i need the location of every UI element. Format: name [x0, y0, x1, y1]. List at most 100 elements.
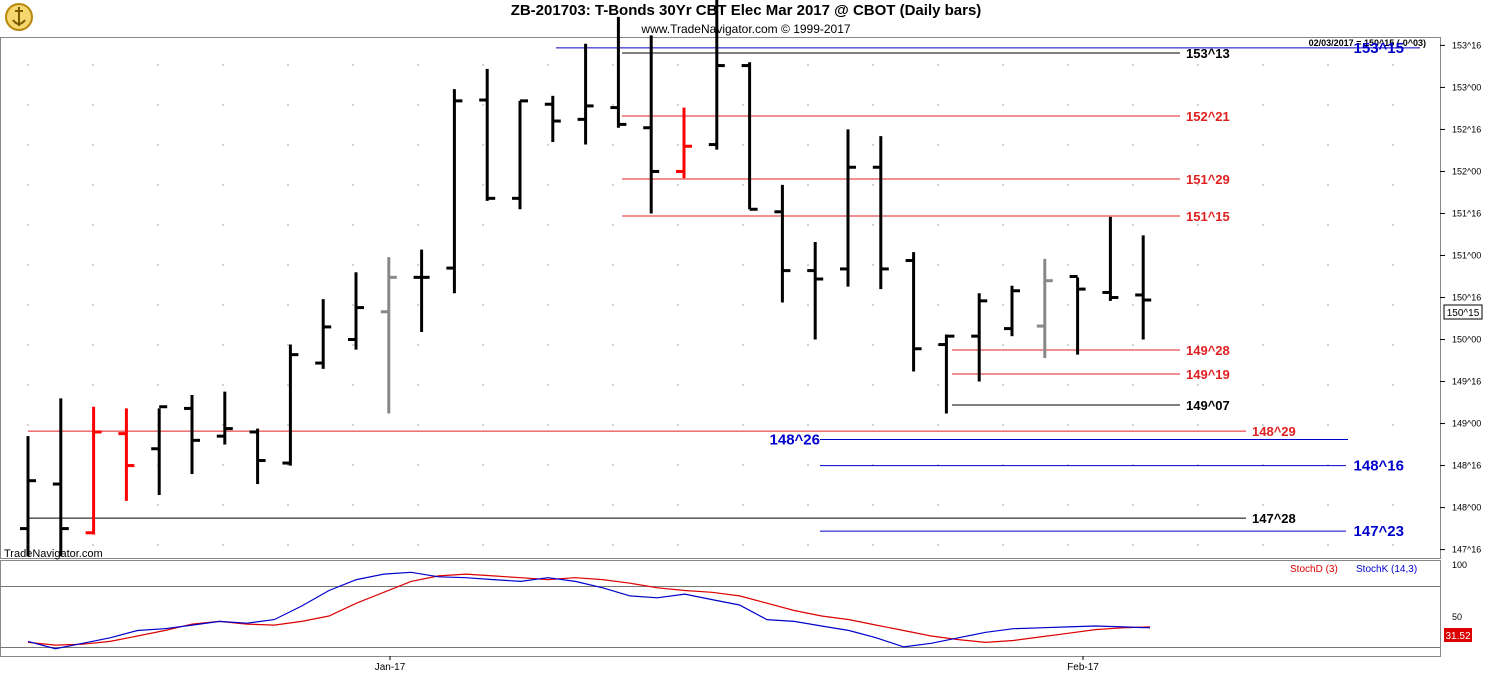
grid-dot [482, 464, 484, 466]
ohlc-bar [118, 408, 135, 501]
grid-dot [92, 264, 94, 266]
grid-dot [872, 344, 874, 346]
grid-dot [1327, 384, 1329, 386]
grid-dot [742, 224, 744, 226]
grid-dot [1197, 344, 1199, 346]
grid-dot [612, 344, 614, 346]
grid-dot [612, 464, 614, 466]
grid-dot [937, 544, 939, 546]
grid-dot [157, 304, 159, 306]
grid-dot [1262, 544, 1264, 546]
grid-dot [742, 504, 744, 506]
grid-dot [27, 184, 29, 186]
grid-dot [677, 344, 679, 346]
level-label: 149^28 [1186, 343, 1230, 358]
grid-dot [417, 304, 419, 306]
level-label: 152^21 [1186, 109, 1230, 124]
ohlc-bar [577, 43, 594, 145]
grid-dot [1327, 304, 1329, 306]
grid-dot [872, 224, 874, 226]
grid-dot [92, 384, 94, 386]
grid-dot [157, 64, 159, 66]
price-tick-label: 148^00 [1452, 503, 1481, 513]
price-tick-label: 150^00 [1452, 335, 1481, 345]
grid-dot [1262, 224, 1264, 226]
grid-dot [482, 64, 484, 66]
grid-dot [1197, 264, 1199, 266]
ohlc-bar [413, 249, 430, 332]
grid-dot [612, 64, 614, 66]
grid-dot [1392, 504, 1394, 506]
stoch-tick-label: 100 [1452, 560, 1467, 570]
grid-dot [612, 384, 614, 386]
level-label: 149^19 [1186, 367, 1230, 382]
grid-dot [547, 504, 549, 506]
x-tick-label: Jan-17 [375, 662, 406, 673]
grid-dot [92, 104, 94, 106]
ohlc-bar [216, 391, 233, 445]
grid-dot [287, 384, 289, 386]
grid-dot [612, 504, 614, 506]
grid-dot [482, 224, 484, 226]
ohlc-bar [708, 0, 725, 150]
grid-dot [1392, 264, 1394, 266]
grid-dot [612, 264, 614, 266]
grid-dot [1067, 144, 1069, 146]
grid-dot [612, 424, 614, 426]
grid-dot [1327, 224, 1329, 226]
grid-dot [612, 104, 614, 106]
grid-dot [612, 304, 614, 306]
grid-dot [1002, 424, 1004, 426]
grid-dot [1067, 384, 1069, 386]
grid-dot [287, 224, 289, 226]
ohlc-bar [1135, 235, 1152, 340]
grid-dot [1197, 104, 1199, 106]
grid-dot [222, 104, 224, 106]
grid-dot [1002, 224, 1004, 226]
chart-title: ZB-201703: T-Bonds 30Yr CBT Elec Mar 201… [510, 2, 982, 19]
price-tick-label: 152^16 [1452, 124, 1481, 134]
grid-dot [1132, 344, 1134, 346]
grid-dot [287, 264, 289, 266]
grid-dot [742, 424, 744, 426]
ohlc-bar [741, 62, 758, 211]
grid-dot [742, 104, 744, 106]
x-tick-label: Feb-17 [1067, 662, 1099, 673]
grid-dot [27, 344, 29, 346]
grid-dot [872, 544, 874, 546]
grid-dot [547, 144, 549, 146]
grid-dot [1197, 544, 1199, 546]
grid-dot [742, 144, 744, 146]
grid-dot [1262, 264, 1264, 266]
grid-dot [352, 264, 354, 266]
grid-dot [547, 264, 549, 266]
level-label: 148^16 [1354, 458, 1404, 475]
grid-dot [417, 544, 419, 546]
grid-dot [1197, 304, 1199, 306]
grid-dot [1262, 504, 1264, 506]
grid-dot [742, 304, 744, 306]
stoch-tick-label: 50 [1452, 612, 1462, 622]
grid-dot [417, 224, 419, 226]
grid-dot [27, 304, 29, 306]
ohlc-bar [872, 136, 889, 290]
grid-dot [677, 104, 679, 106]
price-tick-label: 151^00 [1452, 250, 1481, 260]
grid-dot [222, 144, 224, 146]
grid-dot [807, 544, 809, 546]
grid-dot [1197, 64, 1199, 66]
ohlc-bar [282, 344, 299, 466]
grid-dot [807, 104, 809, 106]
chart-subtitle: www.TradeNavigator.com © 1999-2017 [641, 22, 851, 36]
price-tick-label: 148^16 [1452, 461, 1481, 471]
ohlc-bar [315, 299, 332, 369]
grid-dot [27, 224, 29, 226]
grid-dot [417, 104, 419, 106]
grid-dot [872, 384, 874, 386]
grid-dot [92, 344, 94, 346]
grid-dot [482, 264, 484, 266]
grid-dot [1327, 544, 1329, 546]
grid-dot [1132, 104, 1134, 106]
grid-dot [1132, 144, 1134, 146]
grid-dot [222, 384, 224, 386]
